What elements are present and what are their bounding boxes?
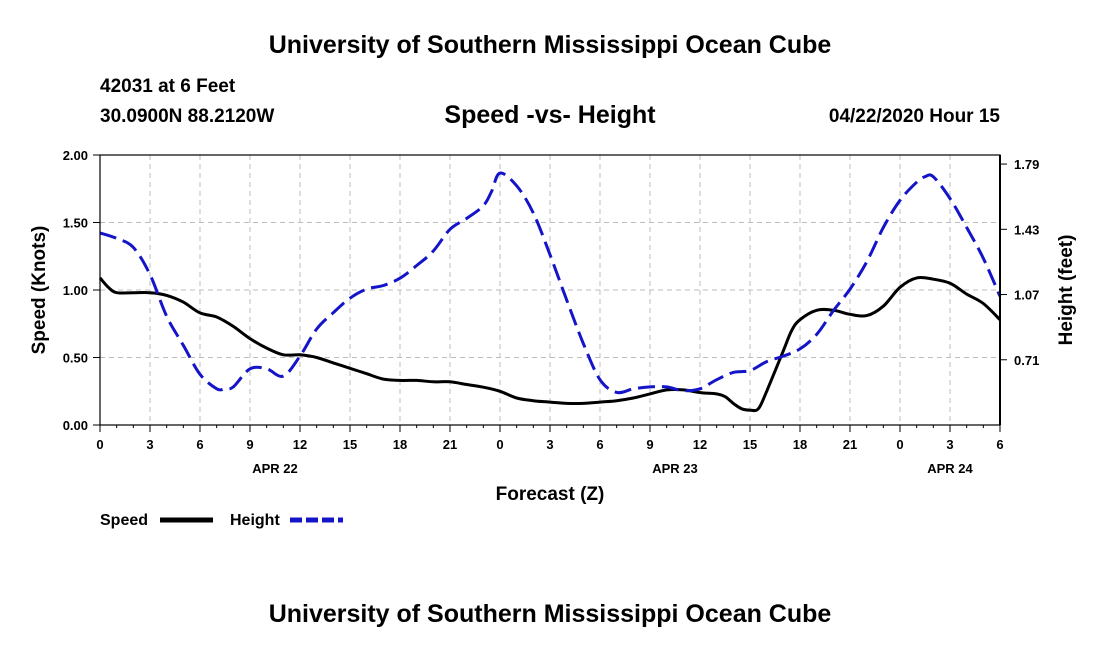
y2-axis-title: Height (feet) xyxy=(1056,235,1077,346)
x-tick-label: 12 xyxy=(293,437,307,452)
y-tick-label: 0.00 xyxy=(63,418,88,433)
forecast-date-label: 04/22/2020 Hour 15 xyxy=(828,106,1000,127)
chart-title: Speed -vs- Height xyxy=(444,101,656,129)
x-tick-label: 9 xyxy=(246,437,253,452)
top-title: University of Southern Mississippi Ocean… xyxy=(268,31,832,59)
labels-layer: 0 3 6 9 12 15 18 21 0 3 6 9 12 15 18 21 0 3 6 0.00 0.50 1.00 1… xyxy=(29,148,1077,505)
x-tick-label: 15 xyxy=(743,437,757,452)
legend-label-height: Height xyxy=(230,512,280,529)
y2-tick-label: 0.71 xyxy=(1014,353,1039,368)
y2-tick-label: 1.43 xyxy=(1014,222,1039,237)
x-tick-label: 21 xyxy=(843,437,857,452)
x-tick-label: 21 xyxy=(443,437,457,452)
x-tick-label: 3 xyxy=(146,437,153,452)
x-tick-label: 6 xyxy=(996,437,1003,452)
x-tick-label: 0 xyxy=(96,437,103,452)
x-tick-label: 0 xyxy=(496,437,503,452)
x-tick-label: 3 xyxy=(946,437,953,452)
series-layer xyxy=(98,171,1002,413)
day-label: APR 24 xyxy=(927,461,973,476)
legend-label-speed: Speed xyxy=(100,512,148,529)
x-tick-label: 6 xyxy=(596,437,603,452)
x-tick-label: 9 xyxy=(646,437,653,452)
day-label: APR 22 xyxy=(252,461,298,476)
x-tick-label: 0 xyxy=(896,437,903,452)
x-axis-title: Forecast (Z) xyxy=(496,484,605,505)
x-tick-label: 12 xyxy=(693,437,707,452)
station-label: 42031 at 6 Feet xyxy=(100,76,236,97)
x-tick-label: 18 xyxy=(793,437,807,452)
y-tick-label: 1.00 xyxy=(63,283,88,298)
y-tick-label: 2.00 xyxy=(63,148,88,163)
x-tick-label: 3 xyxy=(546,437,553,452)
height-series-line xyxy=(99,171,1002,395)
coordinates-label: 30.0900N 88.2120W xyxy=(100,106,275,127)
x-tick-label: 6 xyxy=(196,437,203,452)
axes-layer xyxy=(93,154,1007,432)
bottom-title: University of Southern Mississippi Ocean… xyxy=(268,600,832,628)
x-tick-label: 18 xyxy=(393,437,407,452)
x-tick-label: 15 xyxy=(343,437,357,452)
y2-tick-label: 1.79 xyxy=(1014,157,1039,172)
y2-tick-label: 1.07 xyxy=(1014,288,1039,303)
legend: Speed Height xyxy=(100,512,343,529)
y-axis-title: Speed (Knots) xyxy=(29,226,50,355)
day-label: APR 23 xyxy=(652,461,698,476)
y-tick-label: 0.50 xyxy=(63,351,88,366)
grid-layer xyxy=(100,155,1000,425)
y-tick-label: 1.50 xyxy=(63,216,88,231)
